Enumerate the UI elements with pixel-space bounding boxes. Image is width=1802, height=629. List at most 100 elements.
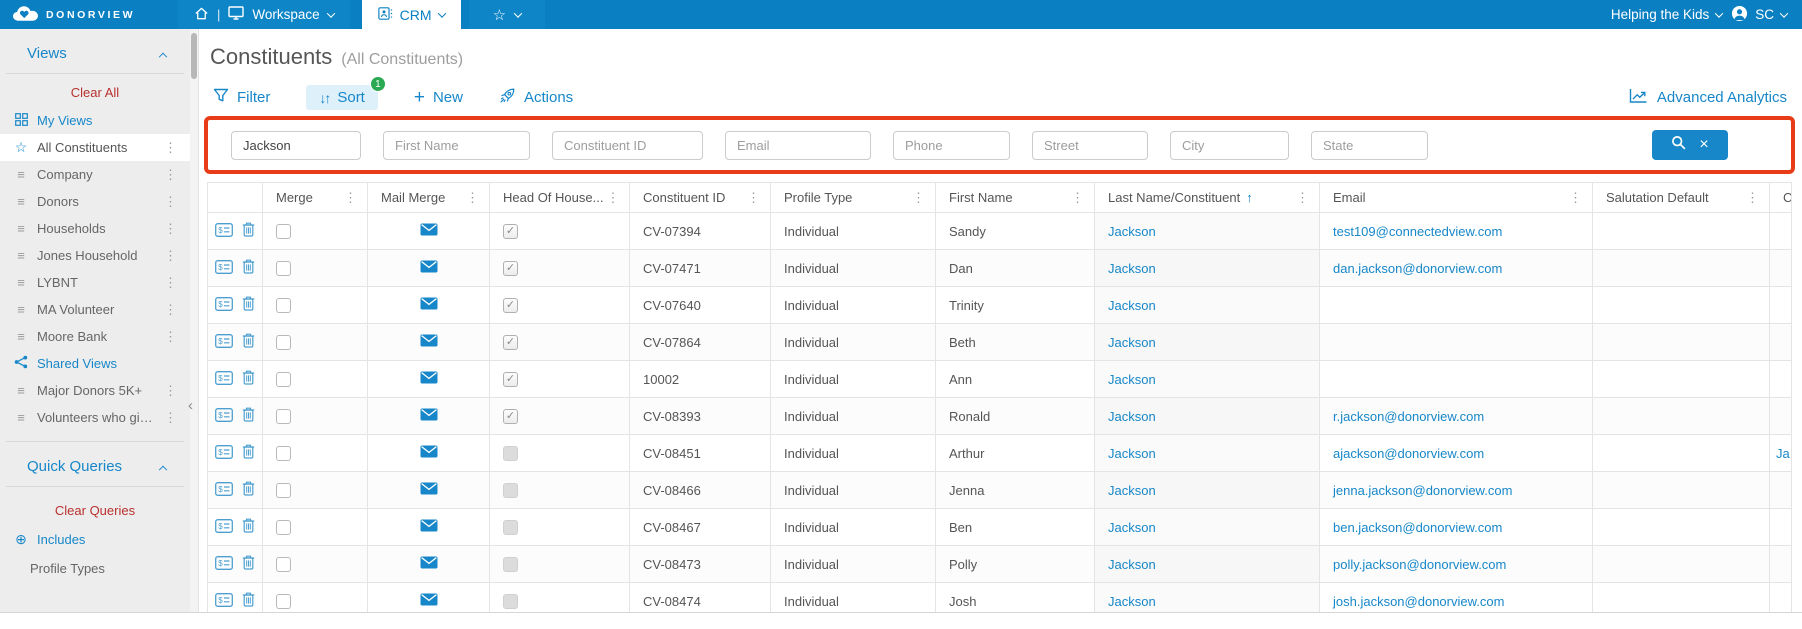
sidebar-view-item-households[interactable]: ≡ Households ⋮	[0, 215, 190, 242]
search-constituent-id-input[interactable]	[552, 130, 703, 160]
sidebar-view-item-jones-household[interactable]: ≡ Jones Household ⋮	[0, 242, 190, 269]
record-details-icon[interactable]: $	[215, 592, 233, 610]
sidebar-scrollbar[interactable]	[190, 29, 199, 612]
merge-checkbox[interactable]	[276, 298, 291, 314]
head-of-household-checkbox[interactable]	[503, 483, 518, 499]
record-details-icon[interactable]: $	[215, 222, 233, 240]
mail-merge-icon[interactable]	[420, 519, 438, 535]
sidebar-view-item-shared-views[interactable]: Shared Views	[0, 350, 190, 377]
sidebar-scrollbar-thumb[interactable]	[191, 33, 197, 79]
merge-checkbox[interactable]	[276, 446, 291, 462]
last-name-link[interactable]: Jackson	[1108, 556, 1156, 572]
column-menu-icon[interactable]: ⋮	[1746, 189, 1759, 205]
kebab-menu-icon[interactable]: ⋮	[164, 328, 177, 344]
sidebar-view-item-moore-bank[interactable]: ≡ Moore Bank ⋮	[0, 323, 190, 350]
home-icon[interactable]	[194, 6, 209, 24]
last-name-link[interactable]: Jackson	[1108, 371, 1156, 387]
email-link[interactable]: ajackson@donorview.com	[1333, 445, 1485, 461]
kebab-menu-icon[interactable]: ⋮	[164, 409, 177, 425]
email-link[interactable]: polly.jackson@donorview.com	[1333, 556, 1507, 572]
column-menu-icon[interactable]: ⋮	[606, 189, 620, 205]
column-header-last-name[interactable]: Last Name/Constituent ↑ ⋮	[1094, 182, 1320, 213]
column-header-profile-type[interactable]: Profile Type ⋮	[770, 182, 936, 213]
email-link[interactable]: r.jackson@donorview.com	[1333, 408, 1485, 424]
merge-checkbox[interactable]	[276, 335, 291, 351]
record-details-icon[interactable]: $	[215, 407, 233, 425]
column-header-mail-merge[interactable]: Mail Merge ⋮	[367, 182, 490, 213]
kebab-menu-icon[interactable]: ⋮	[164, 382, 177, 398]
sidebar-view-item-ma-volunteer[interactable]: ≡ MA Volunteer ⋮	[0, 296, 190, 323]
head-of-household-checkbox[interactable]	[503, 557, 518, 573]
head-of-household-checkbox[interactable]: ✓	[503, 409, 518, 425]
head-of-household-checkbox[interactable]	[503, 594, 518, 610]
mail-merge-icon[interactable]	[420, 482, 438, 498]
sidebar-view-item-company[interactable]: ≡ Company ⋮	[0, 161, 190, 188]
last-name-link[interactable]: Jackson	[1108, 334, 1156, 350]
head-of-household-checkbox[interactable]: ✓	[503, 372, 518, 388]
merge-checkbox[interactable]	[276, 594, 291, 610]
sidebar-item-my-views[interactable]: My Views	[0, 107, 190, 134]
merge-checkbox[interactable]	[276, 557, 291, 573]
horizontal-scrollbar-track[interactable]	[0, 612, 1802, 629]
mail-merge-icon[interactable]	[420, 334, 438, 350]
column-menu-icon[interactable]: ⋮	[1071, 189, 1084, 205]
mail-merge-icon[interactable]	[420, 297, 438, 313]
delete-record-icon[interactable]	[242, 518, 255, 536]
column-header-constituent-id[interactable]: Constituent ID ⋮	[629, 182, 771, 213]
clear-all-button[interactable]: Clear All	[70, 85, 120, 100]
user-menu[interactable]: SC	[1731, 5, 1789, 25]
column-menu-icon[interactable]: ⋮	[1569, 189, 1582, 205]
clear-queries-button[interactable]: Clear Queries	[54, 503, 136, 518]
record-details-icon[interactable]: $	[215, 518, 233, 536]
new-button[interactable]: + New	[413, 86, 463, 108]
last-name-link[interactable]: Jackson	[1108, 519, 1156, 535]
search-city-input[interactable]	[1170, 130, 1289, 160]
favorites-menu[interactable]: ☆	[468, 0, 546, 29]
search-state-input[interactable]	[1311, 130, 1428, 160]
kebab-menu-icon[interactable]: ⋮	[164, 193, 177, 209]
merge-checkbox[interactable]	[276, 372, 291, 388]
delete-record-icon[interactable]	[242, 555, 255, 573]
email-link[interactable]: josh.jackson@donorview.com	[1333, 593, 1505, 609]
quick-queries-section-header[interactable]: Quick Queries	[0, 442, 190, 486]
kebab-menu-icon[interactable]: ⋮	[164, 166, 177, 182]
chevron-up-icon[interactable]	[158, 465, 168, 474]
record-details-icon[interactable]: $	[215, 296, 233, 314]
email-link[interactable]: test109@connectedview.com	[1333, 223, 1503, 239]
merge-checkbox[interactable]	[276, 261, 291, 277]
filter-button[interactable]: Filter	[213, 88, 270, 107]
sidebar-view-item-all-constituents[interactable]: ☆ All Constituents ⋮	[0, 134, 190, 161]
mail-merge-icon[interactable]	[420, 260, 438, 276]
views-section-header[interactable]: Views	[0, 29, 190, 73]
advanced-analytics-button[interactable]: Advanced Analytics	[1629, 88, 1787, 108]
last-name-link[interactable]: Jackson	[1108, 223, 1156, 239]
column-menu-icon[interactable]: ⋮	[1296, 189, 1309, 205]
delete-record-icon[interactable]	[242, 222, 255, 240]
delete-record-icon[interactable]	[242, 259, 255, 277]
delete-record-icon[interactable]	[242, 296, 255, 314]
last-name-link[interactable]: Jackson	[1108, 408, 1156, 424]
kebab-menu-icon[interactable]: ⋮	[164, 139, 177, 155]
last-name-link[interactable]: Jackson	[1108, 260, 1156, 276]
head-of-household-checkbox[interactable]: ✓	[503, 335, 518, 351]
column-header-email[interactable]: Email ⋮	[1319, 182, 1593, 213]
organization-selector[interactable]: Helping the Kids	[1611, 7, 1724, 22]
sidebar-view-item-major-donors-5k[interactable]: ≡ Major Donors 5K+ ⋮	[0, 377, 190, 404]
column-header-salutation-default[interactable]: Salutation Default ⋮	[1592, 182, 1770, 213]
chevron-up-icon[interactable]	[158, 52, 168, 61]
sidebar-view-item-volunteers-who-give[interactable]: ≡ Volunteers who give ... ⋮	[0, 404, 190, 431]
kebab-menu-icon[interactable]: ⋮	[164, 247, 177, 263]
actions-button[interactable]: Actions	[499, 88, 573, 108]
record-details-icon[interactable]: $	[215, 333, 233, 351]
tab-crm[interactable]: CRM	[361, 0, 461, 29]
search-submit-button[interactable]: ×	[1652, 130, 1728, 160]
search-last-name-input[interactable]	[231, 130, 361, 160]
column-menu-icon[interactable]: ⋮	[912, 189, 925, 205]
column-header-cut-off[interactable]: C	[1769, 182, 1792, 213]
delete-record-icon[interactable]	[242, 592, 255, 610]
delete-record-icon[interactable]	[242, 370, 255, 388]
search-email-input[interactable]	[725, 130, 871, 160]
column-menu-icon[interactable]: ⋮	[344, 189, 357, 205]
last-name-link[interactable]: Jackson	[1108, 593, 1156, 609]
merge-checkbox[interactable]	[276, 224, 291, 240]
